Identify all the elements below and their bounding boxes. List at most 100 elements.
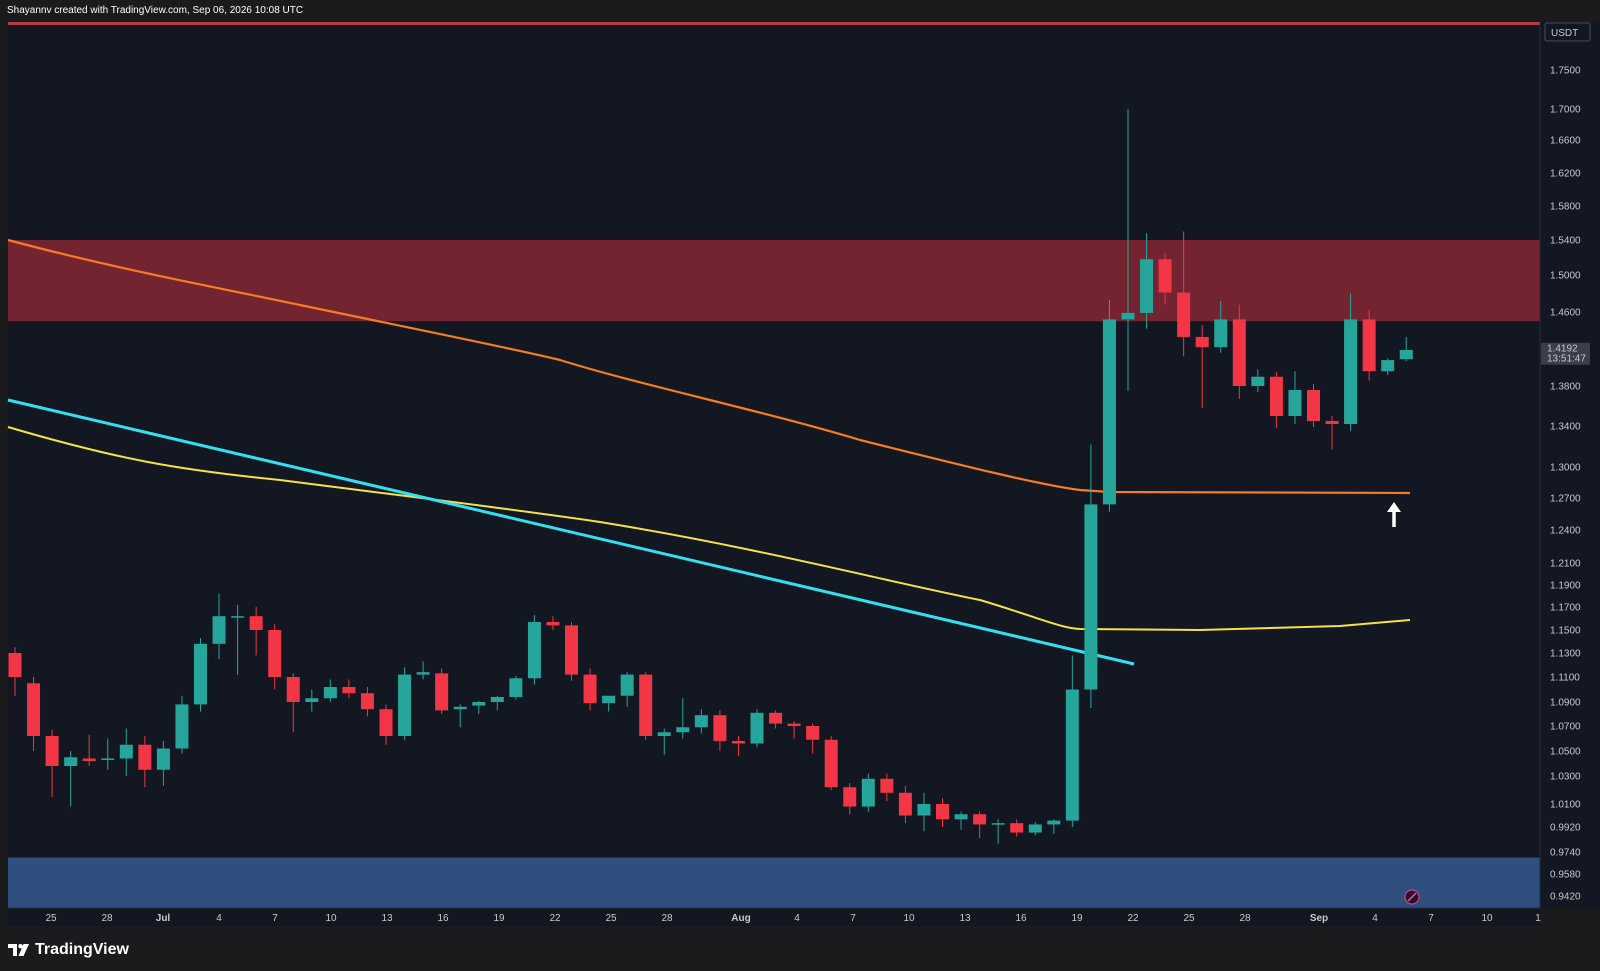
candle xyxy=(991,819,1005,844)
price-axis-background xyxy=(1540,22,1600,908)
candle xyxy=(639,672,653,740)
candle xyxy=(249,607,263,656)
candle-body xyxy=(769,712,783,724)
candle-body xyxy=(27,683,41,736)
candle-body xyxy=(936,804,949,820)
candle-body xyxy=(1307,390,1320,421)
candle xyxy=(8,647,22,696)
candle-body xyxy=(1047,820,1061,825)
candle xyxy=(1381,358,1395,375)
tradingview-logo[interactable]: TradingView xyxy=(8,939,129,961)
time-tick-label: 22 xyxy=(549,913,561,924)
candle xyxy=(45,729,59,797)
candle xyxy=(1307,384,1320,428)
descending-trendline xyxy=(7,398,1135,666)
candle xyxy=(360,687,374,717)
price-tick-label: 1.5400 xyxy=(1550,236,1581,247)
time-tick-label: 10 xyxy=(903,913,915,924)
candle xyxy=(1047,819,1061,834)
candle xyxy=(1251,369,1265,392)
candle xyxy=(713,710,727,751)
price-tick-label: 0.9580 xyxy=(1550,870,1581,881)
price-tick-label: 1.0100 xyxy=(1550,800,1581,811)
candle xyxy=(1010,819,1024,837)
candle xyxy=(379,704,393,745)
candle xyxy=(657,728,671,755)
current-price-box xyxy=(1541,342,1590,365)
candle xyxy=(936,798,949,827)
candle-body xyxy=(509,678,523,697)
candle xyxy=(138,736,152,788)
price-tick-label: 1.1500 xyxy=(1550,626,1581,637)
candle-body xyxy=(527,621,541,679)
candle-body xyxy=(249,616,263,630)
up-arrow-head xyxy=(1387,502,1401,512)
time-tick-label: 25 xyxy=(605,913,617,924)
candle xyxy=(453,704,467,728)
candle xyxy=(898,785,912,824)
candle-body xyxy=(1251,376,1265,386)
price-tick-label: 1.2400 xyxy=(1550,526,1581,537)
candle xyxy=(806,723,820,754)
brand-name: TradingView xyxy=(35,941,129,958)
candle xyxy=(156,741,170,786)
price-tick-label: 1.1100 xyxy=(1550,673,1580,684)
time-tick-label: 19 xyxy=(493,913,505,924)
candle-body xyxy=(1381,360,1395,372)
candle xyxy=(973,811,987,839)
candle xyxy=(824,736,838,790)
candle xyxy=(1288,371,1302,424)
attribution-text: Shayannv created with TradingView.com, S… xyxy=(7,5,304,16)
candle xyxy=(565,621,578,681)
candle-body xyxy=(416,672,430,675)
candle xyxy=(843,783,857,815)
candle-body xyxy=(676,727,690,733)
candle-body xyxy=(1158,259,1172,293)
candle-body xyxy=(1121,312,1135,320)
time-axis-background xyxy=(8,908,1540,926)
time-tick-label: 1 xyxy=(1535,913,1541,924)
candle xyxy=(1140,233,1154,329)
candle-body xyxy=(1195,336,1209,348)
candle-body xyxy=(231,616,245,618)
candle-body xyxy=(1028,824,1042,833)
candle xyxy=(231,604,245,675)
candle-body xyxy=(82,758,96,761)
price-tick-label: 1.0700 xyxy=(1550,722,1581,733)
ema-orange-line xyxy=(7,238,1411,495)
price-tick-label: 1.6200 xyxy=(1550,169,1581,180)
candle-body xyxy=(694,715,708,728)
candle-body xyxy=(1177,292,1191,337)
candle-body xyxy=(1362,319,1376,372)
candle xyxy=(305,689,319,712)
time-tick-label: 19 xyxy=(1071,913,1083,924)
candle xyxy=(1121,109,1135,391)
candle xyxy=(416,661,430,680)
up-arrow-annotation xyxy=(1387,502,1401,527)
chart-footer xyxy=(0,928,1600,971)
candle-body xyxy=(305,698,319,702)
candle xyxy=(1195,324,1209,408)
candle xyxy=(731,736,745,756)
price-tick-label: 1.1300 xyxy=(1550,649,1581,660)
candle xyxy=(1325,416,1339,450)
candle-body xyxy=(8,653,22,677)
candle-body xyxy=(101,758,115,760)
candle xyxy=(1028,821,1042,836)
time-tick-label: 10 xyxy=(325,913,337,924)
candle-body xyxy=(898,792,912,816)
time-tick-label: 7 xyxy=(272,913,278,924)
candle xyxy=(323,679,337,702)
currency-label-box xyxy=(1544,22,1591,42)
candle xyxy=(787,721,801,739)
time-tick-label: Jul xyxy=(156,913,171,924)
candle-body xyxy=(639,674,653,736)
candle-body xyxy=(1084,504,1098,690)
candle-body xyxy=(824,739,838,788)
candle-body xyxy=(1102,319,1116,505)
candle-body xyxy=(119,744,133,759)
currency-label-text: USDT xyxy=(1551,28,1578,39)
price-tick-label: 1.3000 xyxy=(1550,463,1581,474)
candle-body xyxy=(1288,390,1302,416)
